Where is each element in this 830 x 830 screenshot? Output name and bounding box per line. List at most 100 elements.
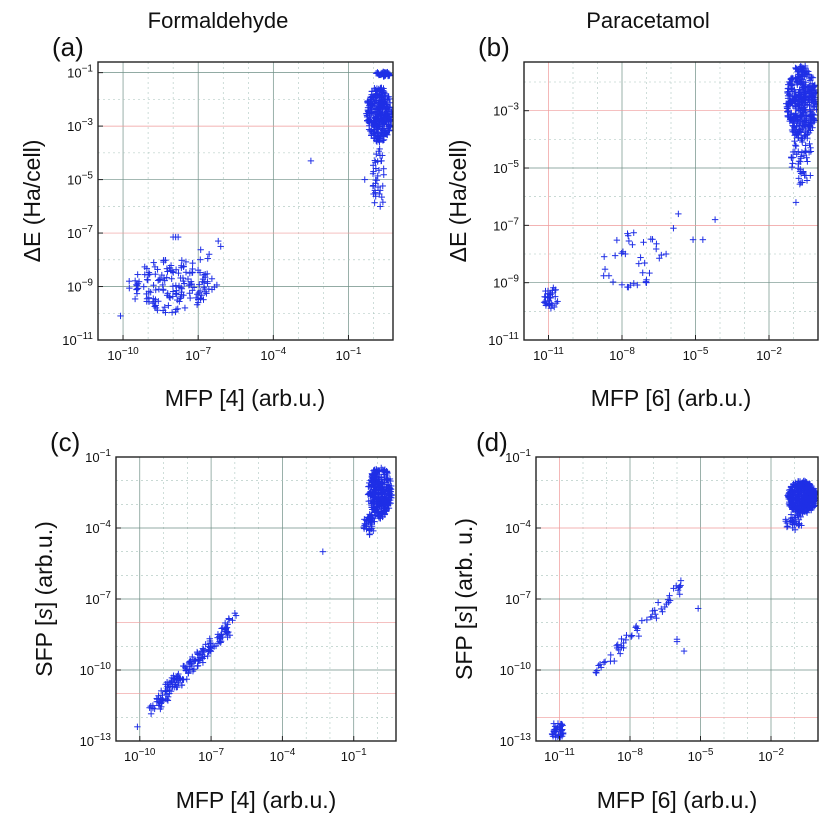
data-point (375, 513, 383, 520)
data-point (372, 176, 379, 184)
data-point (375, 167, 383, 174)
data-point (552, 293, 559, 300)
data-point (373, 476, 380, 483)
data-point (367, 516, 375, 524)
data-point (217, 639, 224, 646)
data-point (196, 269, 204, 276)
data-point (797, 75, 804, 82)
x-tick-label: 10−8 (609, 346, 635, 363)
data-point (131, 277, 139, 285)
data-point (792, 131, 800, 138)
data-point (388, 110, 393, 117)
data-point (378, 105, 386, 112)
panel-letter: (b) (478, 32, 510, 62)
data-point (179, 676, 186, 683)
data-point (379, 182, 386, 190)
x-axis-label: MFP [4] (arb.u.) (165, 385, 326, 411)
data-point (189, 667, 197, 675)
y-axis-label: ΔE (Ha/cell) (19, 140, 45, 263)
data-point (795, 128, 802, 135)
data-point (792, 142, 799, 149)
data-point (319, 548, 327, 555)
data-point (793, 65, 800, 72)
data-point (386, 114, 393, 121)
data-point (150, 259, 157, 266)
data-point (218, 625, 225, 632)
data-point (186, 294, 194, 302)
data-point (167, 688, 175, 695)
x-tick-label: 10−11 (533, 346, 564, 363)
data-point (795, 175, 802, 182)
data-point (143, 295, 151, 302)
data-point (605, 272, 613, 279)
data-point (800, 106, 807, 113)
data-points (540, 62, 818, 312)
data-point (152, 286, 159, 294)
data-point (783, 103, 791, 111)
data-point (377, 85, 385, 93)
x-tick-label: 10−5 (683, 346, 709, 363)
data-point (368, 523, 376, 530)
data-point (156, 276, 164, 283)
data-point (163, 690, 171, 698)
data-point (201, 285, 208, 293)
data-point (376, 145, 383, 153)
data-point (627, 281, 634, 289)
y-tick-label: 10−11 (62, 331, 93, 348)
data-point (199, 275, 207, 283)
data-point (134, 285, 142, 292)
data-point (134, 271, 141, 278)
x-tick-label: 10−1 (336, 346, 362, 363)
data-point (618, 281, 626, 288)
data-point (219, 633, 226, 641)
data-point (379, 483, 386, 490)
data-point (162, 309, 169, 316)
panel-d: 10−11 10−8 10−5 10−210−1310−1010−710−410−1(… (451, 427, 819, 813)
data-point (371, 482, 379, 490)
data-point (199, 659, 207, 666)
data-point (204, 255, 211, 262)
data-point (375, 490, 382, 498)
data-point (370, 120, 377, 128)
y-tick-label: 10−5 (67, 171, 93, 188)
data-point (370, 162, 377, 169)
data-point (172, 290, 180, 297)
data-point (200, 647, 208, 654)
data-point (214, 631, 222, 638)
data-point (386, 499, 394, 507)
data-point (307, 157, 315, 165)
data-point (197, 256, 204, 263)
data-point (143, 276, 151, 283)
data-point (185, 669, 192, 676)
x-axis-label: MFP [6] (arb.u.) (591, 385, 752, 411)
y-tick-label: 10−3 (493, 102, 519, 119)
grid (523, 62, 819, 341)
data-point (362, 521, 370, 529)
data-point (126, 278, 133, 285)
data-point (786, 78, 793, 86)
data-point (367, 96, 374, 104)
data-point (368, 109, 376, 117)
data-point (787, 80, 794, 87)
data-point (169, 293, 177, 300)
data-point (224, 629, 231, 636)
data-point (807, 144, 814, 152)
plot-frame (97, 61, 394, 341)
data-point (209, 642, 217, 650)
data-point (788, 163, 796, 171)
data-point (799, 64, 807, 72)
y-tick-label: 10−7 (493, 216, 519, 233)
data-point (787, 98, 794, 105)
y-tick-label: 10−10 (80, 661, 112, 678)
data-point (215, 237, 222, 245)
data-point (164, 683, 171, 690)
data-point (166, 264, 173, 271)
data-point (805, 149, 813, 156)
data-point (374, 183, 382, 191)
data-point (379, 499, 387, 506)
data-point (177, 295, 184, 302)
data-point (378, 493, 386, 501)
data-point (656, 255, 663, 262)
data-point (131, 295, 139, 303)
